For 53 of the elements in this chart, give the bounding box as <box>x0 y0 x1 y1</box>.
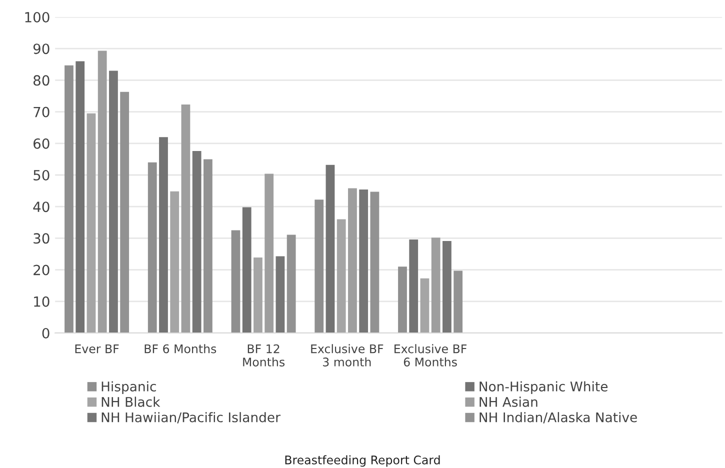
y-tick-label: 70 <box>34 106 50 118</box>
bar <box>148 162 157 333</box>
bar <box>181 104 190 333</box>
bar <box>276 256 285 333</box>
x-tick-label: Ever BF <box>75 344 119 354</box>
legend-label: NH Hawiian/Pacific Islander <box>102 412 280 424</box>
bar <box>409 239 418 333</box>
bar <box>326 164 335 333</box>
bar <box>370 192 380 333</box>
bar <box>336 219 346 333</box>
bar <box>231 230 240 333</box>
text: Breastfeeding Report Card <box>285 455 440 467</box>
bar <box>120 92 130 333</box>
y-tick-label: 60 <box>34 138 50 149</box>
bar <box>242 207 252 333</box>
y-tick-label: 80 <box>34 75 50 86</box>
y-tick-label: 40 <box>33 202 50 212</box>
bar <box>64 65 74 333</box>
legend-label: NH Black <box>102 396 160 407</box>
bar <box>264 174 274 333</box>
legend-label: NH Indian/Alaska Native <box>480 412 637 424</box>
bar <box>420 278 430 333</box>
legend-label: NH Asian <box>480 396 538 407</box>
y-tick-label: 50 <box>34 170 50 180</box>
legend-label: Non-Hispanic White <box>480 381 608 394</box>
bar <box>431 238 440 333</box>
bar <box>86 113 96 333</box>
y-tick-label: 0 <box>42 328 50 338</box>
bar <box>398 266 407 333</box>
bar <box>76 61 85 333</box>
bar <box>442 241 452 333</box>
y-tick-label: 100 <box>25 12 50 22</box>
bar <box>109 70 118 333</box>
bar <box>286 234 296 333</box>
bar <box>314 200 324 333</box>
y-tick-label: 20 <box>34 264 50 276</box>
bar <box>192 150 202 333</box>
x-tick-label: BF 12 Months <box>243 344 285 366</box>
x-tick-label: Exclusive BF 6 Months <box>394 344 467 366</box>
bar <box>348 188 357 333</box>
bar <box>170 191 180 333</box>
bar <box>98 50 107 333</box>
y-tick-label: 10 <box>34 296 50 307</box>
bar <box>159 137 168 333</box>
bar <box>359 190 368 333</box>
y-tick-label: 30 <box>34 233 50 244</box>
x-tick-label: Exclusive BF 3 month <box>311 344 384 366</box>
legend-label: Hispanic <box>102 381 156 394</box>
y-tick-label: 90 <box>33 44 50 54</box>
bar <box>254 257 262 333</box>
bar <box>204 159 212 333</box>
bar <box>454 270 463 333</box>
x-tick-label: BF 6 Months <box>144 344 216 354</box>
